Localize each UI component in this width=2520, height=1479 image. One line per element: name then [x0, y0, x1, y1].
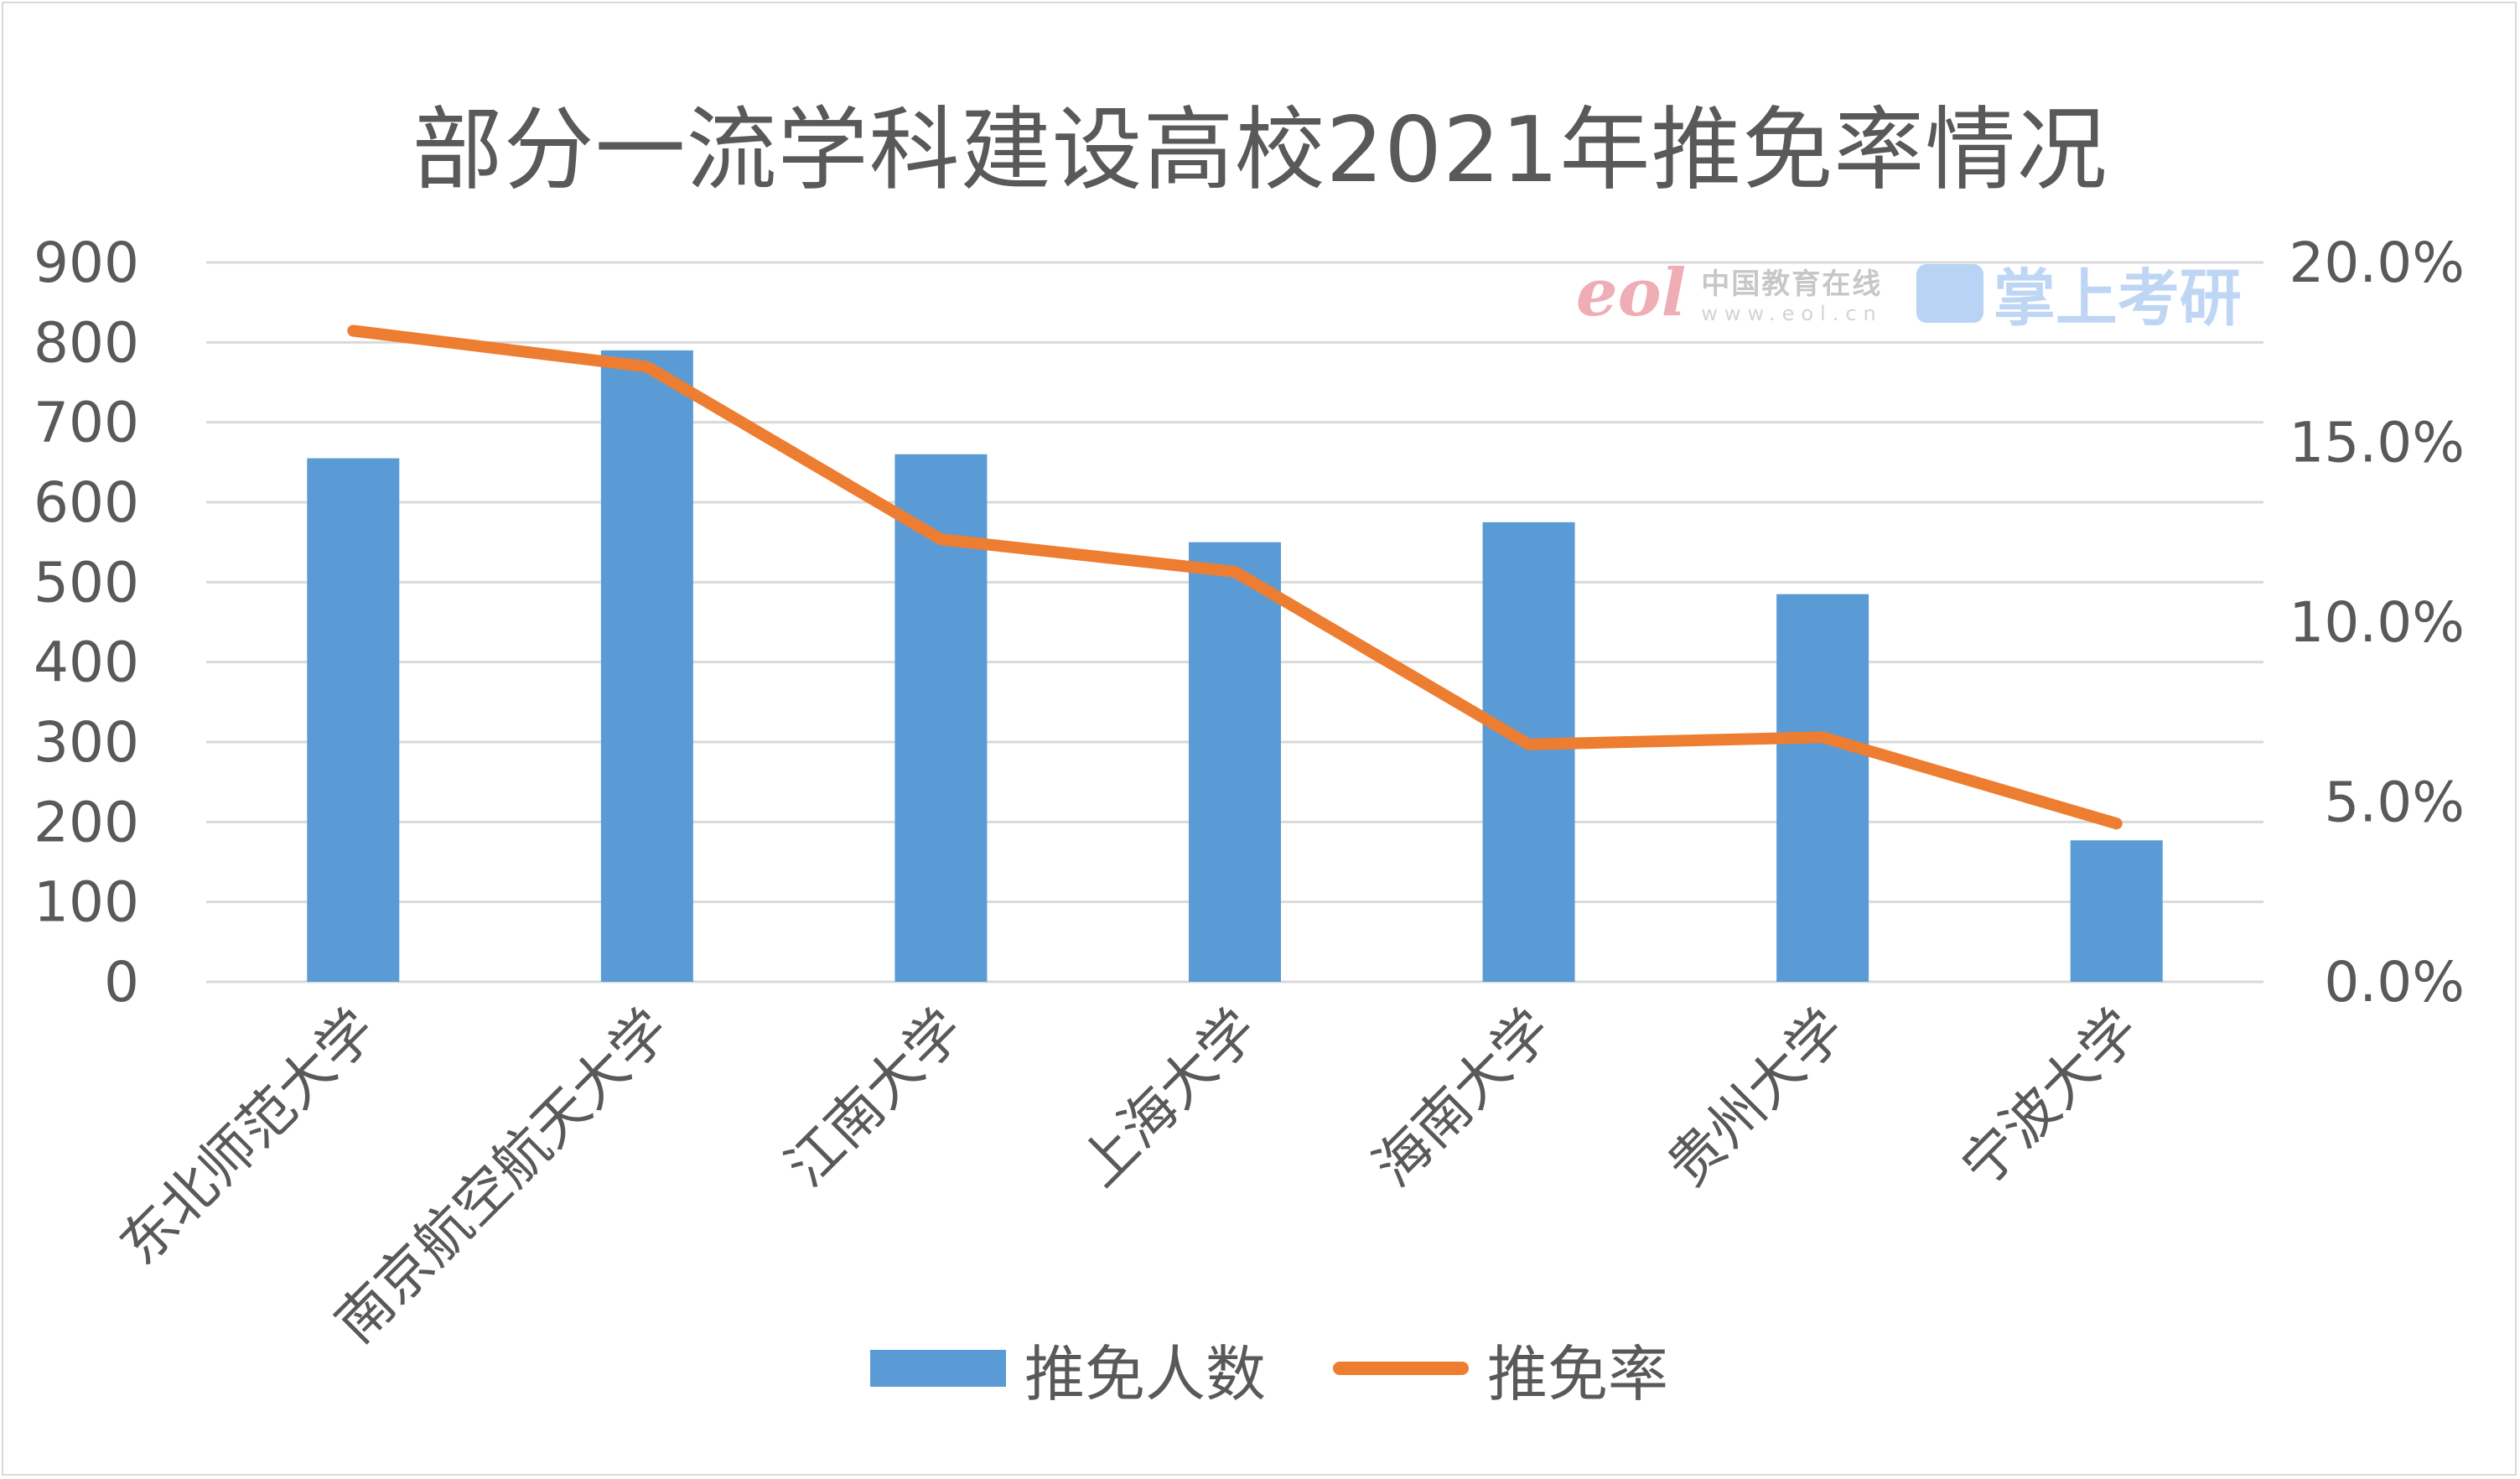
line-series [347, 324, 2123, 830]
category-label: 宁波大学 [1949, 997, 2151, 1199]
left-axis-tick-label: 500 [34, 550, 139, 615]
left-axis-tick-label: 700 [34, 391, 139, 455]
category-label: 海南大学 [1361, 997, 1563, 1199]
left-axis-tick-label: 100 [34, 870, 139, 935]
category-label: 贵州大学 [1655, 997, 1857, 1199]
line-point [2116, 823, 2118, 824]
legend-item-line: 推免率 [1333, 1325, 1668, 1413]
left-axis-tick-label: 0 [104, 950, 139, 1015]
watermark: eol 中国教育在线 www.eol.cn 掌上考研 [1576, 248, 2242, 338]
watermark-site-url: www.eol.cn [1701, 302, 1883, 325]
line-series-path [347, 324, 2123, 830]
line-point [646, 366, 648, 367]
category-label: 江南大学 [774, 997, 976, 1199]
bar [600, 350, 693, 982]
bar [1482, 522, 1575, 982]
line-point [1234, 571, 1236, 573]
bar-series [307, 350, 2163, 982]
right-axis-tick-label: 5.0% [2324, 771, 2465, 835]
left-axis-tick-label: 400 [34, 631, 139, 695]
bar [1189, 542, 1281, 982]
legend: 推免人数 推免率 [870, 1335, 1735, 1409]
legend-label-bar: 推免人数 [1024, 1338, 1267, 1409]
left-axis-tick-label: 300 [34, 710, 139, 775]
legend-swatch-line [1333, 1362, 1470, 1375]
graduation-cap-icon [1916, 263, 1983, 323]
left-axis-tick-label: 900 [34, 231, 139, 295]
category-label: 东北师范大学 [107, 997, 387, 1277]
legend-item-bar: 推免人数 [870, 1325, 1266, 1413]
bar [2070, 840, 2163, 982]
right-axis-ticks: 0.0% 5.0% 10.0% 15.0% 20.0% [2289, 231, 2465, 1015]
watermark-eol-logo: eol [1576, 255, 1687, 331]
left-axis-tick-label: 200 [34, 790, 139, 854]
watermark-site: 中国教育在线 www.eol.cn [1701, 261, 1882, 325]
left-axis-tick-label: 600 [34, 470, 139, 535]
right-axis-tick-label: 10.0% [2289, 590, 2465, 655]
legend-label-line: 推免率 [1487, 1338, 1669, 1409]
legend-swatch-bar [870, 1350, 1006, 1387]
right-axis-tick-label: 0.0% [2324, 950, 2465, 1015]
bar [307, 458, 400, 982]
left-axis-tick-label: 800 [34, 310, 139, 375]
watermark-brand: 掌上考研 [1993, 262, 2242, 335]
line-point [1528, 744, 1530, 745]
bar [1776, 594, 1869, 982]
chart-title: 部分一流学科建设高校2021年推免率情况 [412, 98, 2108, 203]
watermark-site-name: 中国教育在线 [1701, 267, 1883, 301]
category-label: 上海大学 [1067, 997, 1269, 1199]
line-point [940, 538, 941, 540]
line-point [352, 330, 354, 332]
right-axis-tick-label: 20.0% [2289, 231, 2465, 295]
line-point [1822, 736, 1823, 738]
left-axis-ticks: 0 100 200 300 400 500 600 700 800 900 [34, 231, 139, 1015]
right-axis-tick-label: 15.0% [2289, 411, 2465, 475]
